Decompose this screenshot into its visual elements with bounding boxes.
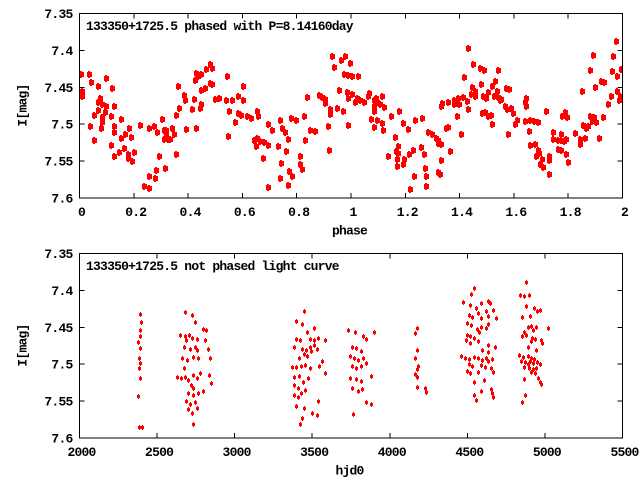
svg-text:2000: 2000 [67,445,96,460]
svg-text:hjd0: hjd0 [335,464,364,479]
svg-text:I[mag]: I[mag] [16,324,31,366]
svg-text:phase: phase [332,224,368,239]
svg-text:7.35: 7.35 [44,247,73,262]
svg-text:5500: 5500 [610,445,639,460]
svg-text:1: 1 [349,205,357,220]
svg-text:7.5: 7.5 [51,358,73,373]
svg-text:0.2: 0.2 [125,205,147,220]
svg-text:3000: 3000 [223,445,252,460]
svg-text:1.4: 1.4 [451,205,473,220]
svg-text:133350+1725.5 phased with P=8.: 133350+1725.5 phased with P=8.14160day [86,19,354,34]
svg-text:7.4: 7.4 [51,284,73,299]
svg-text:7.55: 7.55 [44,395,73,410]
svg-text:0.6: 0.6 [234,205,256,220]
svg-text:3500: 3500 [300,445,329,460]
svg-text:4500: 4500 [455,445,484,460]
svg-text:7.6: 7.6 [51,192,73,207]
svg-text:7.45: 7.45 [44,321,73,336]
svg-text:0: 0 [78,205,86,220]
svg-text:0.8: 0.8 [288,205,310,220]
svg-text:2500: 2500 [145,445,174,460]
svg-text:7.35: 7.35 [44,7,73,22]
svg-text:4000: 4000 [378,445,407,460]
svg-text:5000: 5000 [533,445,562,460]
svg-text:7.6: 7.6 [51,432,73,447]
svg-text:7.5: 7.5 [51,118,73,133]
svg-text:7.4: 7.4 [51,44,73,59]
svg-text:1.2: 1.2 [397,205,419,220]
svg-text:I[mag]: I[mag] [16,84,31,126]
svg-text:1.6: 1.6 [505,205,527,220]
svg-text:2: 2 [621,205,629,220]
svg-text:0.4: 0.4 [180,205,202,220]
svg-text:7.55: 7.55 [44,155,73,170]
svg-text:7.45: 7.45 [44,81,73,96]
svg-text:133350+1725.5 not phased light: 133350+1725.5 not phased light curve [86,259,340,274]
svg-text:1.8: 1.8 [560,205,582,220]
